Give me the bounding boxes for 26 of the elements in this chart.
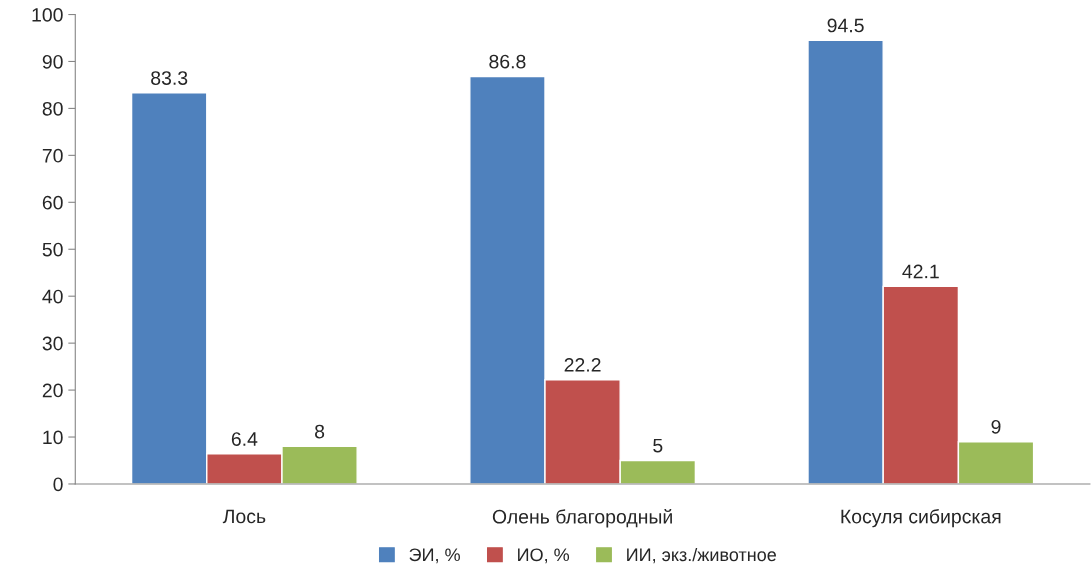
y-tick-label: 20	[42, 383, 63, 398]
y-tick-label: 90	[42, 54, 63, 69]
x-tick-label: Косуля сибирская	[841, 508, 1001, 528]
legend-label: ИО, %	[518, 548, 570, 564]
y-tick-label: 60	[42, 195, 63, 210]
data-label: 8	[315, 424, 325, 439]
y-tick-label: 80	[42, 101, 63, 116]
legend-label: ИИ, экз./животное	[627, 547, 776, 564]
y-tick-label: 10	[43, 430, 63, 445]
data-label: 83.3	[151, 71, 188, 85]
data-label: 22.2	[564, 357, 601, 372]
data-label: 86.8	[489, 54, 526, 69]
y-tick-label: 0	[53, 477, 63, 492]
x-tick-label: Лось	[222, 509, 266, 524]
data-label: 42.1	[902, 264, 939, 279]
y-tick-label: 30	[42, 336, 63, 351]
data-label: 9	[991, 419, 1001, 434]
x-tick-label: Олень благородный	[492, 508, 672, 528]
y-tick-label: 40	[42, 289, 63, 304]
data-label: 94.5	[827, 18, 864, 33]
legend-label: ЭИ, %	[409, 548, 460, 564]
y-tick-label: 100	[32, 7, 63, 22]
data-label: 6.4	[231, 432, 258, 446]
y-tick-label: 70	[42, 148, 63, 163]
data-label: 5	[653, 438, 663, 453]
y-tick-label: 50	[42, 242, 63, 257]
